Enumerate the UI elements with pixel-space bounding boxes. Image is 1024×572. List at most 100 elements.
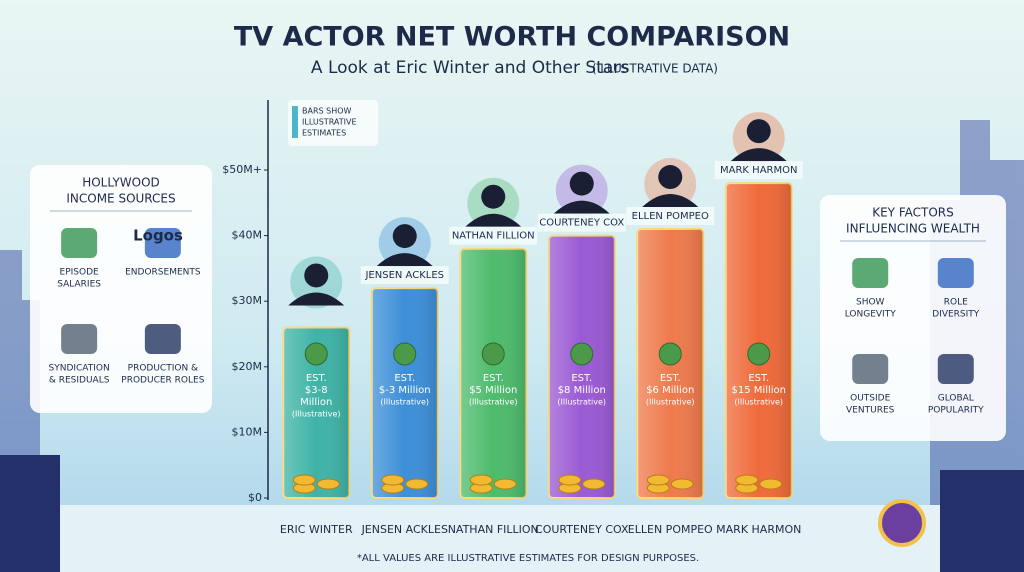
x-tick-label: MARK HARMON (716, 523, 801, 536)
footnote: *ALL VALUES ARE ILLUSTRATIVE ESTIMATES F… (357, 553, 699, 564)
coin (381, 474, 405, 486)
panel-title: KEY FACTORS (872, 206, 954, 220)
bar-shine (283, 327, 350, 498)
bar-note: EST. (394, 373, 415, 384)
coin (582, 478, 606, 490)
bar-shine (725, 183, 792, 498)
name-plate (626, 207, 715, 226)
left-building (0, 455, 60, 572)
name-plate (449, 226, 538, 245)
item-icon (937, 258, 974, 288)
y-tick-label: $0 (248, 491, 262, 504)
money-bag (747, 342, 771, 366)
bar-note: EST. (483, 373, 504, 384)
x-tick-label: NATHAN FILLION (448, 523, 539, 536)
avatar-body (553, 200, 610, 214)
item-icon (937, 354, 974, 384)
bar-name: COURTENEY COX (539, 218, 624, 229)
item-icon (61, 324, 98, 354)
item-label: EPISODE (60, 268, 99, 278)
y-tick-label: $50M+ (222, 163, 262, 176)
avatar-head (569, 171, 594, 196)
coin (469, 474, 493, 486)
item-label: PRODUCTION & (128, 364, 198, 374)
name-plate (714, 161, 803, 180)
legend-note: ESTIMATES (302, 129, 346, 138)
y-tick-label: $20M (232, 360, 263, 373)
bar-note: (Illustrative) (469, 398, 518, 407)
bar-note: EST. (571, 373, 592, 384)
coin (759, 478, 783, 490)
avatar-head (392, 224, 417, 249)
panel-title: INFLUENCING WEALTH (846, 222, 980, 236)
bar-shine (371, 288, 438, 498)
avatar-head (658, 165, 683, 190)
coin (493, 478, 517, 490)
bar-note: Million (300, 397, 332, 408)
money-bag (658, 342, 682, 366)
bar-shine (548, 235, 615, 498)
award-badge (878, 499, 926, 547)
avatar-head (481, 184, 506, 209)
item-label: PRODUCER ROLES (121, 376, 204, 386)
item-label: GLOBAL (938, 394, 974, 404)
avatar-body (288, 292, 345, 306)
name-plate (537, 213, 626, 232)
item-label: VENTURES (846, 406, 895, 416)
footer-band (0, 505, 1024, 572)
money-bag (570, 342, 594, 366)
panel-title: HOLLYWOOD (82, 176, 160, 190)
item-icon (144, 324, 181, 354)
coin (558, 474, 582, 486)
item-label: SYNDICATION (49, 364, 110, 374)
item-label: DIVERSITY (932, 310, 980, 320)
item-label: SALARIES (57, 280, 101, 290)
item-label: ENDORSEMENTS (125, 268, 201, 278)
x-tick-label: COURTENEY COX (535, 523, 629, 536)
legend-swatch (292, 106, 298, 138)
coin (646, 474, 670, 486)
item-label: OUTSIDE (850, 394, 890, 404)
right-building (940, 470, 1024, 572)
name-plate (360, 266, 449, 285)
avatar-head (304, 263, 329, 288)
bar-note: $-3 Million (379, 385, 431, 396)
avatar-head (746, 119, 771, 144)
item-label: ROLE (944, 298, 968, 308)
money-bag (481, 342, 505, 366)
bar-note: (Illustrative) (646, 398, 695, 407)
bar-note: $8 Million (558, 385, 606, 396)
bar-note: (Illustrative) (557, 398, 606, 407)
bar-note: EST. (748, 373, 769, 384)
chart-title: TV ACTOR NET WORTH COMPARISON (234, 22, 790, 53)
item-icon (852, 354, 889, 384)
bar-note: (Illustrative) (292, 410, 341, 419)
legend-note: BARS SHOW (302, 107, 352, 116)
bar-note: (Illustrative) (380, 398, 429, 407)
bar-note: $5 Million (469, 385, 517, 396)
item-label: LONGEVITY (845, 310, 896, 320)
x-tick-label: JENSEN ACKLES (361, 523, 448, 536)
bar-name: MARK HARMON (720, 165, 797, 176)
coin (670, 478, 694, 490)
avatar-body (376, 253, 433, 267)
bar-note: $3-8 (305, 385, 328, 396)
y-tick-label: $10M (232, 425, 263, 438)
money-bag (393, 342, 417, 366)
avatar-body (730, 148, 787, 162)
bar-name: ELLEN POMPEO (632, 211, 709, 222)
x-tick-label: ERIC WINTER (280, 523, 353, 536)
chart-subtitle: A Look at Eric Winter and Other Stars (311, 58, 629, 78)
y-tick-label: $40M (232, 229, 263, 242)
coin (735, 474, 759, 486)
item-label: SHOW (856, 298, 885, 308)
x-tick-label: ELLEN POMPEO (628, 523, 713, 536)
bar-note: EST. (660, 373, 681, 384)
bar-name: JENSEN ACKLES (364, 270, 444, 281)
subtitle-note: (ILLUSTRATIVE DATA) (592, 62, 718, 76)
legend-box (288, 100, 378, 146)
bar-note: (Illustrative) (734, 398, 783, 407)
item-icon (852, 258, 889, 288)
bar-note: EST. (306, 373, 327, 384)
